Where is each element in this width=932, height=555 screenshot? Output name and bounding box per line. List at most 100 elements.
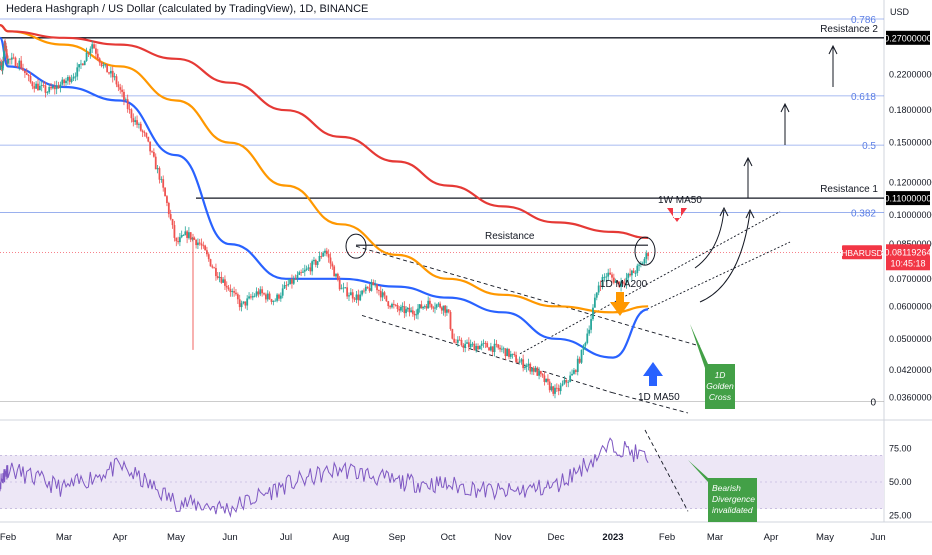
time-axis-label: Feb [0,532,16,543]
candle-body [513,353,516,355]
candle-body [302,271,304,273]
ma50-arrow-icon [643,362,663,386]
candle-body [139,123,142,131]
candle-body [565,379,568,383]
candle-body [207,254,210,260]
candle-body [42,85,45,86]
rising-channel-upper [519,211,781,355]
candle-body [25,72,28,75]
golden-cross-text: Cross [709,392,732,402]
candle-body [167,202,170,215]
candle-body [160,179,163,181]
candle-body [206,250,208,255]
fib-level-label: 0.5 [862,141,876,152]
candle-body [171,219,174,226]
candle-body [331,263,334,267]
price-axis-tick: 0.03600000 [889,392,932,402]
candle-body [342,287,345,289]
candle-body [72,76,75,79]
candle-body [376,284,378,291]
candle-body [70,78,73,82]
candle-body [66,76,69,81]
candle-body [548,381,551,391]
candle-body [31,82,34,87]
rsi-line [0,437,649,518]
level-price-tag [886,191,930,206]
time-axis-label: Sep [389,532,406,543]
candle-body [130,109,133,119]
candle-body [618,281,621,287]
candle-body [605,276,608,278]
bearish-divergence-text: Bearish [712,483,741,493]
time-axis-label: Jul [280,532,292,543]
candle-body [98,58,101,63]
candle-body [123,91,125,100]
candle-body [291,279,293,284]
candle-body [141,130,144,133]
candle-body [313,259,315,262]
candle-body [584,342,587,346]
arrowhead-icon [745,208,755,219]
candle-body [37,83,39,91]
candle-body [491,346,494,352]
candle-body [333,266,336,277]
candle-body [63,79,66,84]
candle-body [467,342,470,348]
resistance-circle-left [345,233,367,259]
arrowhead-icon [828,44,838,55]
candle-body [576,358,579,372]
symbol-tag [842,245,882,260]
candle-body [571,373,573,376]
rsi-axis-tick: 75.00 [889,444,912,454]
candle-body [204,245,207,251]
time-axis-label: May [167,532,185,543]
current-price-tag [886,244,930,271]
time-axis-label: Mar [56,532,72,543]
candle-body [162,179,165,188]
weekly-ma50-annotation: 1W MA50 [658,195,702,206]
candle-body [287,284,290,286]
candle-body [14,57,17,67]
bearish-divergence-text: invalidated [712,505,753,515]
candle-body [614,281,617,283]
candle-body [303,269,306,272]
candle-body [300,272,303,274]
candle-body [233,291,236,293]
candle-body [108,72,110,74]
price-axis-tick: 0.10000000 [889,210,932,220]
candles[interactable] [0,39,649,399]
candle-body [374,284,377,286]
candle-body [420,304,423,309]
candle-body [240,303,243,308]
candle-body [61,79,64,85]
candle-body [324,250,326,253]
fib-level-label: 0.382 [851,208,876,219]
candle-body [55,85,58,90]
candle-body [451,328,454,339]
time-axis-label: Oct [441,532,456,543]
candle-body [9,58,11,60]
candle-body [238,299,241,308]
candle-body [504,348,507,357]
candle-body [432,307,435,309]
candle-body [522,359,525,369]
candle-body [359,294,362,301]
fib-level-label: 0.618 [851,92,876,103]
candle-body [296,274,299,279]
candle-body [536,367,539,376]
candle-body [464,343,467,348]
candle-body [274,300,277,302]
candle-body [529,363,532,372]
candle-body [625,277,628,284]
price-axis-tick: 0.18000000 [889,105,932,115]
resistance-label: Resistance 1 [820,184,878,195]
candle-body [524,366,526,369]
candle-body [111,70,114,78]
candle-body [515,354,517,363]
level-price-tag-text: 0.27000000 [884,33,932,43]
candle-body [403,306,406,314]
candle-body [222,279,225,283]
candle-body [486,343,489,348]
candle-body [408,307,411,313]
candle-body [387,301,390,307]
